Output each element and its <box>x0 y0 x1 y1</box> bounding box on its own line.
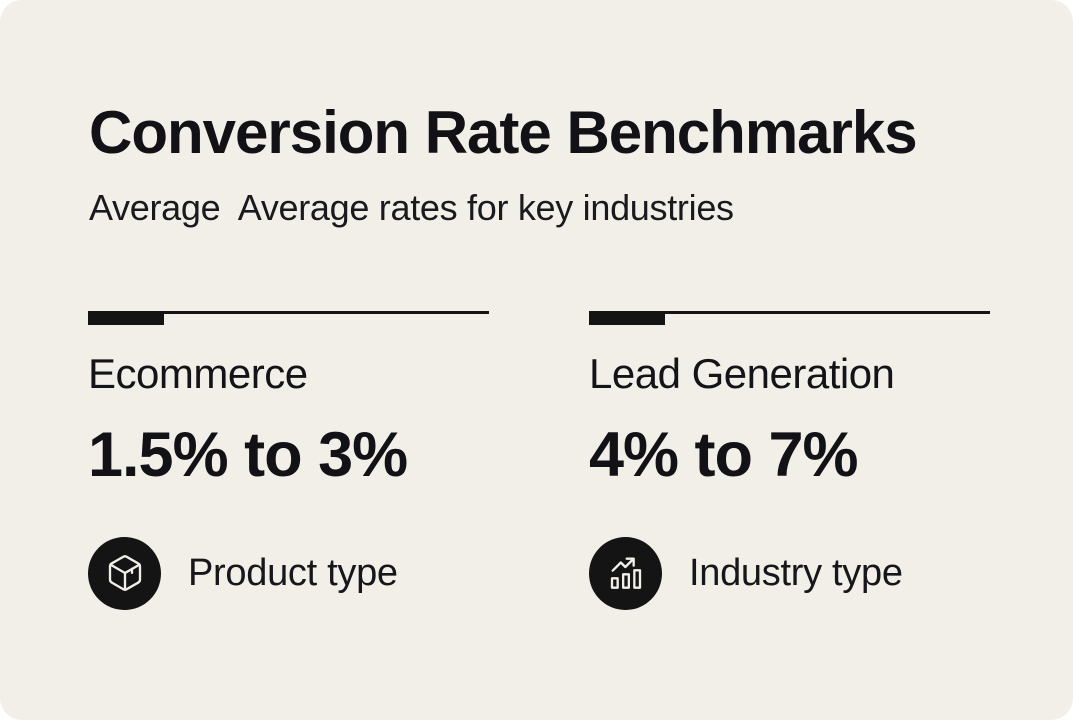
benchmark-columns: Ecommerce 1.5% to 3% Product type <box>0 311 1073 610</box>
meta-row: Product type <box>88 536 489 610</box>
icon-circle <box>589 536 662 610</box>
bar-chart-trend-icon <box>606 553 646 593</box>
divider-accent-bar <box>589 311 665 326</box>
dimension-label: Industry type <box>689 551 903 594</box>
category-label: Lead Generation <box>589 350 895 398</box>
package-icon <box>105 553 145 593</box>
icon-circle <box>88 536 161 610</box>
meta-row: Industry type <box>589 536 990 610</box>
divider-rule <box>88 311 489 326</box>
benchmark-value: 4% to 7% <box>589 420 859 491</box>
page-subtitle: Average Average rates for key industries <box>89 187 734 228</box>
divider-accent-bar <box>88 311 164 326</box>
dimension-label: Product type <box>188 551 398 594</box>
divider-rule <box>589 311 990 326</box>
card-header: Conversion Rate Benchmarks Average Avera… <box>0 0 1073 229</box>
category-label: Ecommerce <box>88 350 308 398</box>
benchmark-value: 1.5% to 3% <box>88 420 408 491</box>
benchmark-column-lead-generation: Lead Generation 4% to 7% Industry type <box>589 311 990 610</box>
page-title: Conversion Rate Benchmarks <box>89 99 918 166</box>
benchmark-column-ecommerce: Ecommerce 1.5% to 3% Product type <box>88 311 489 610</box>
